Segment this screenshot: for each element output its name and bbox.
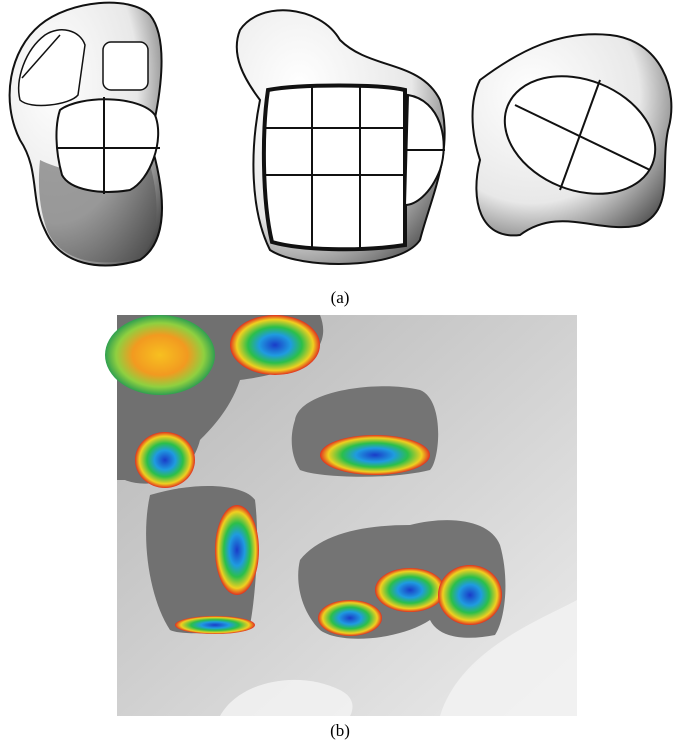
figure-art bbox=[0, 0, 680, 746]
bone-drawing-right bbox=[473, 34, 673, 235]
caption: (b) bbox=[0, 721, 680, 741]
caption: (a) bbox=[0, 288, 680, 308]
render-3d bbox=[105, 315, 577, 716]
bone-drawing-left bbox=[10, 3, 162, 266]
figure: (a) (b) bbox=[0, 0, 680, 746]
bone-drawing-middle bbox=[237, 10, 445, 264]
